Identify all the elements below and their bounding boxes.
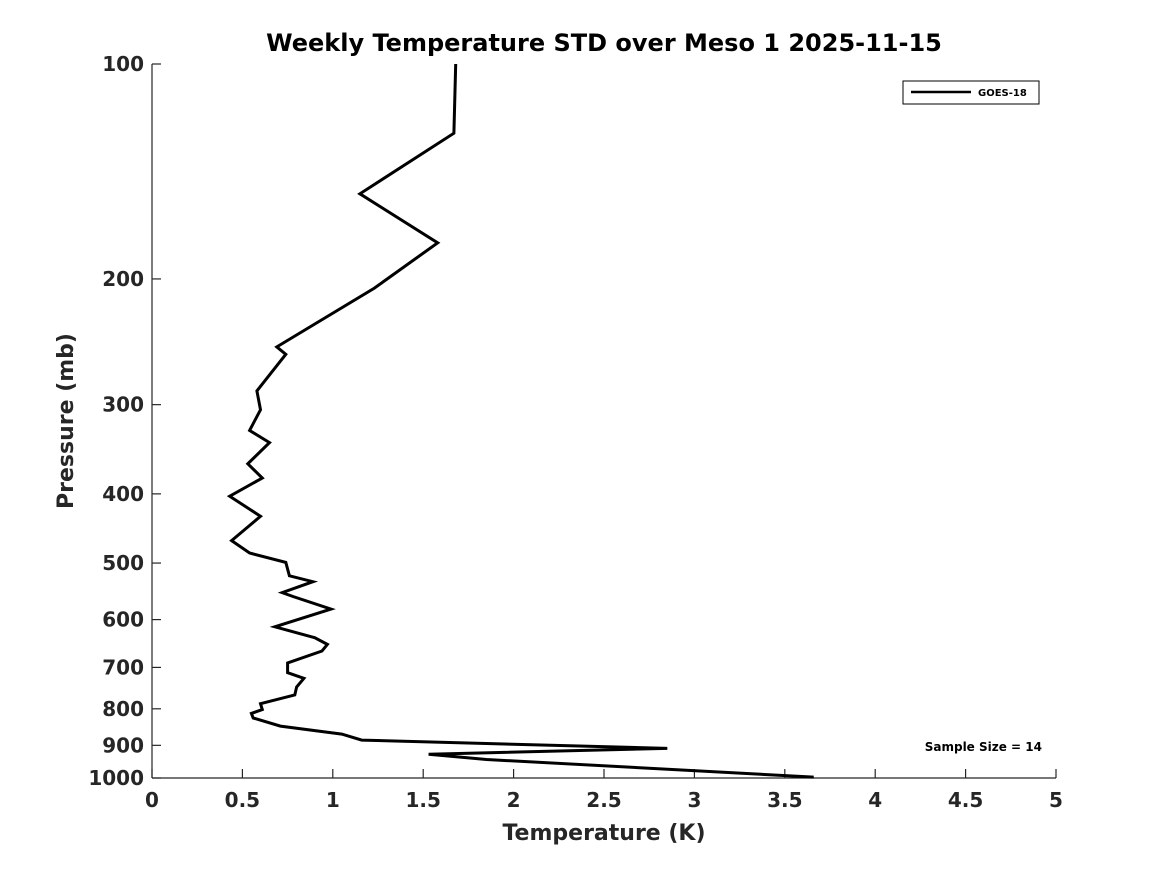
chart-title: Weekly Temperature STD over Meso 1 2025-… [266,29,942,57]
y-tick-label: 500 [102,551,144,575]
legend: GOES-18 [902,80,1040,105]
y-tick-label: 600 [102,608,144,632]
y-tick-label: 300 [102,393,144,417]
x-tick-label: 4.5 [948,788,983,812]
x-tick-label: 2 [507,788,521,812]
series-layer [226,63,814,779]
x-tick-label: 3.5 [767,788,802,812]
x-tick-label: 2.5 [586,788,621,812]
y-tick-label: 1000 [88,766,144,790]
legend-label-goes-18: GOES-18 [978,88,1027,99]
x-tick-label: 4 [868,788,882,812]
series-line-goes-18 [226,63,814,779]
x-tick-label: 0 [145,788,159,812]
x-axis-label: Temperature (K) [502,821,705,846]
sample-size-annotation: Sample Size = 14 [925,740,1042,754]
y-tick-label: 200 [102,267,144,291]
y-tick-label: 700 [102,655,144,679]
y-tick-label: 800 [102,697,144,721]
x-axis-ticks: 0 0.5 1 1.5 2 2.5 3 3.5 4 4.5 5 [145,769,1063,812]
x-tick-label: 0.5 [225,788,260,812]
y-tick-label: 400 [102,482,144,506]
y-axis-ticks: 100 200 300 400 500 600 700 800 900 1000 [88,52,161,790]
y-tick-label: 900 [102,733,144,757]
x-tick-label: 1 [326,788,340,812]
y-tick-label: 100 [102,52,144,76]
x-tick-label: 5 [1049,788,1063,812]
y-axis-label: Pressure (mb) [54,333,79,509]
x-tick-label: 1.5 [405,788,440,812]
x-tick-label: 3 [687,788,701,812]
